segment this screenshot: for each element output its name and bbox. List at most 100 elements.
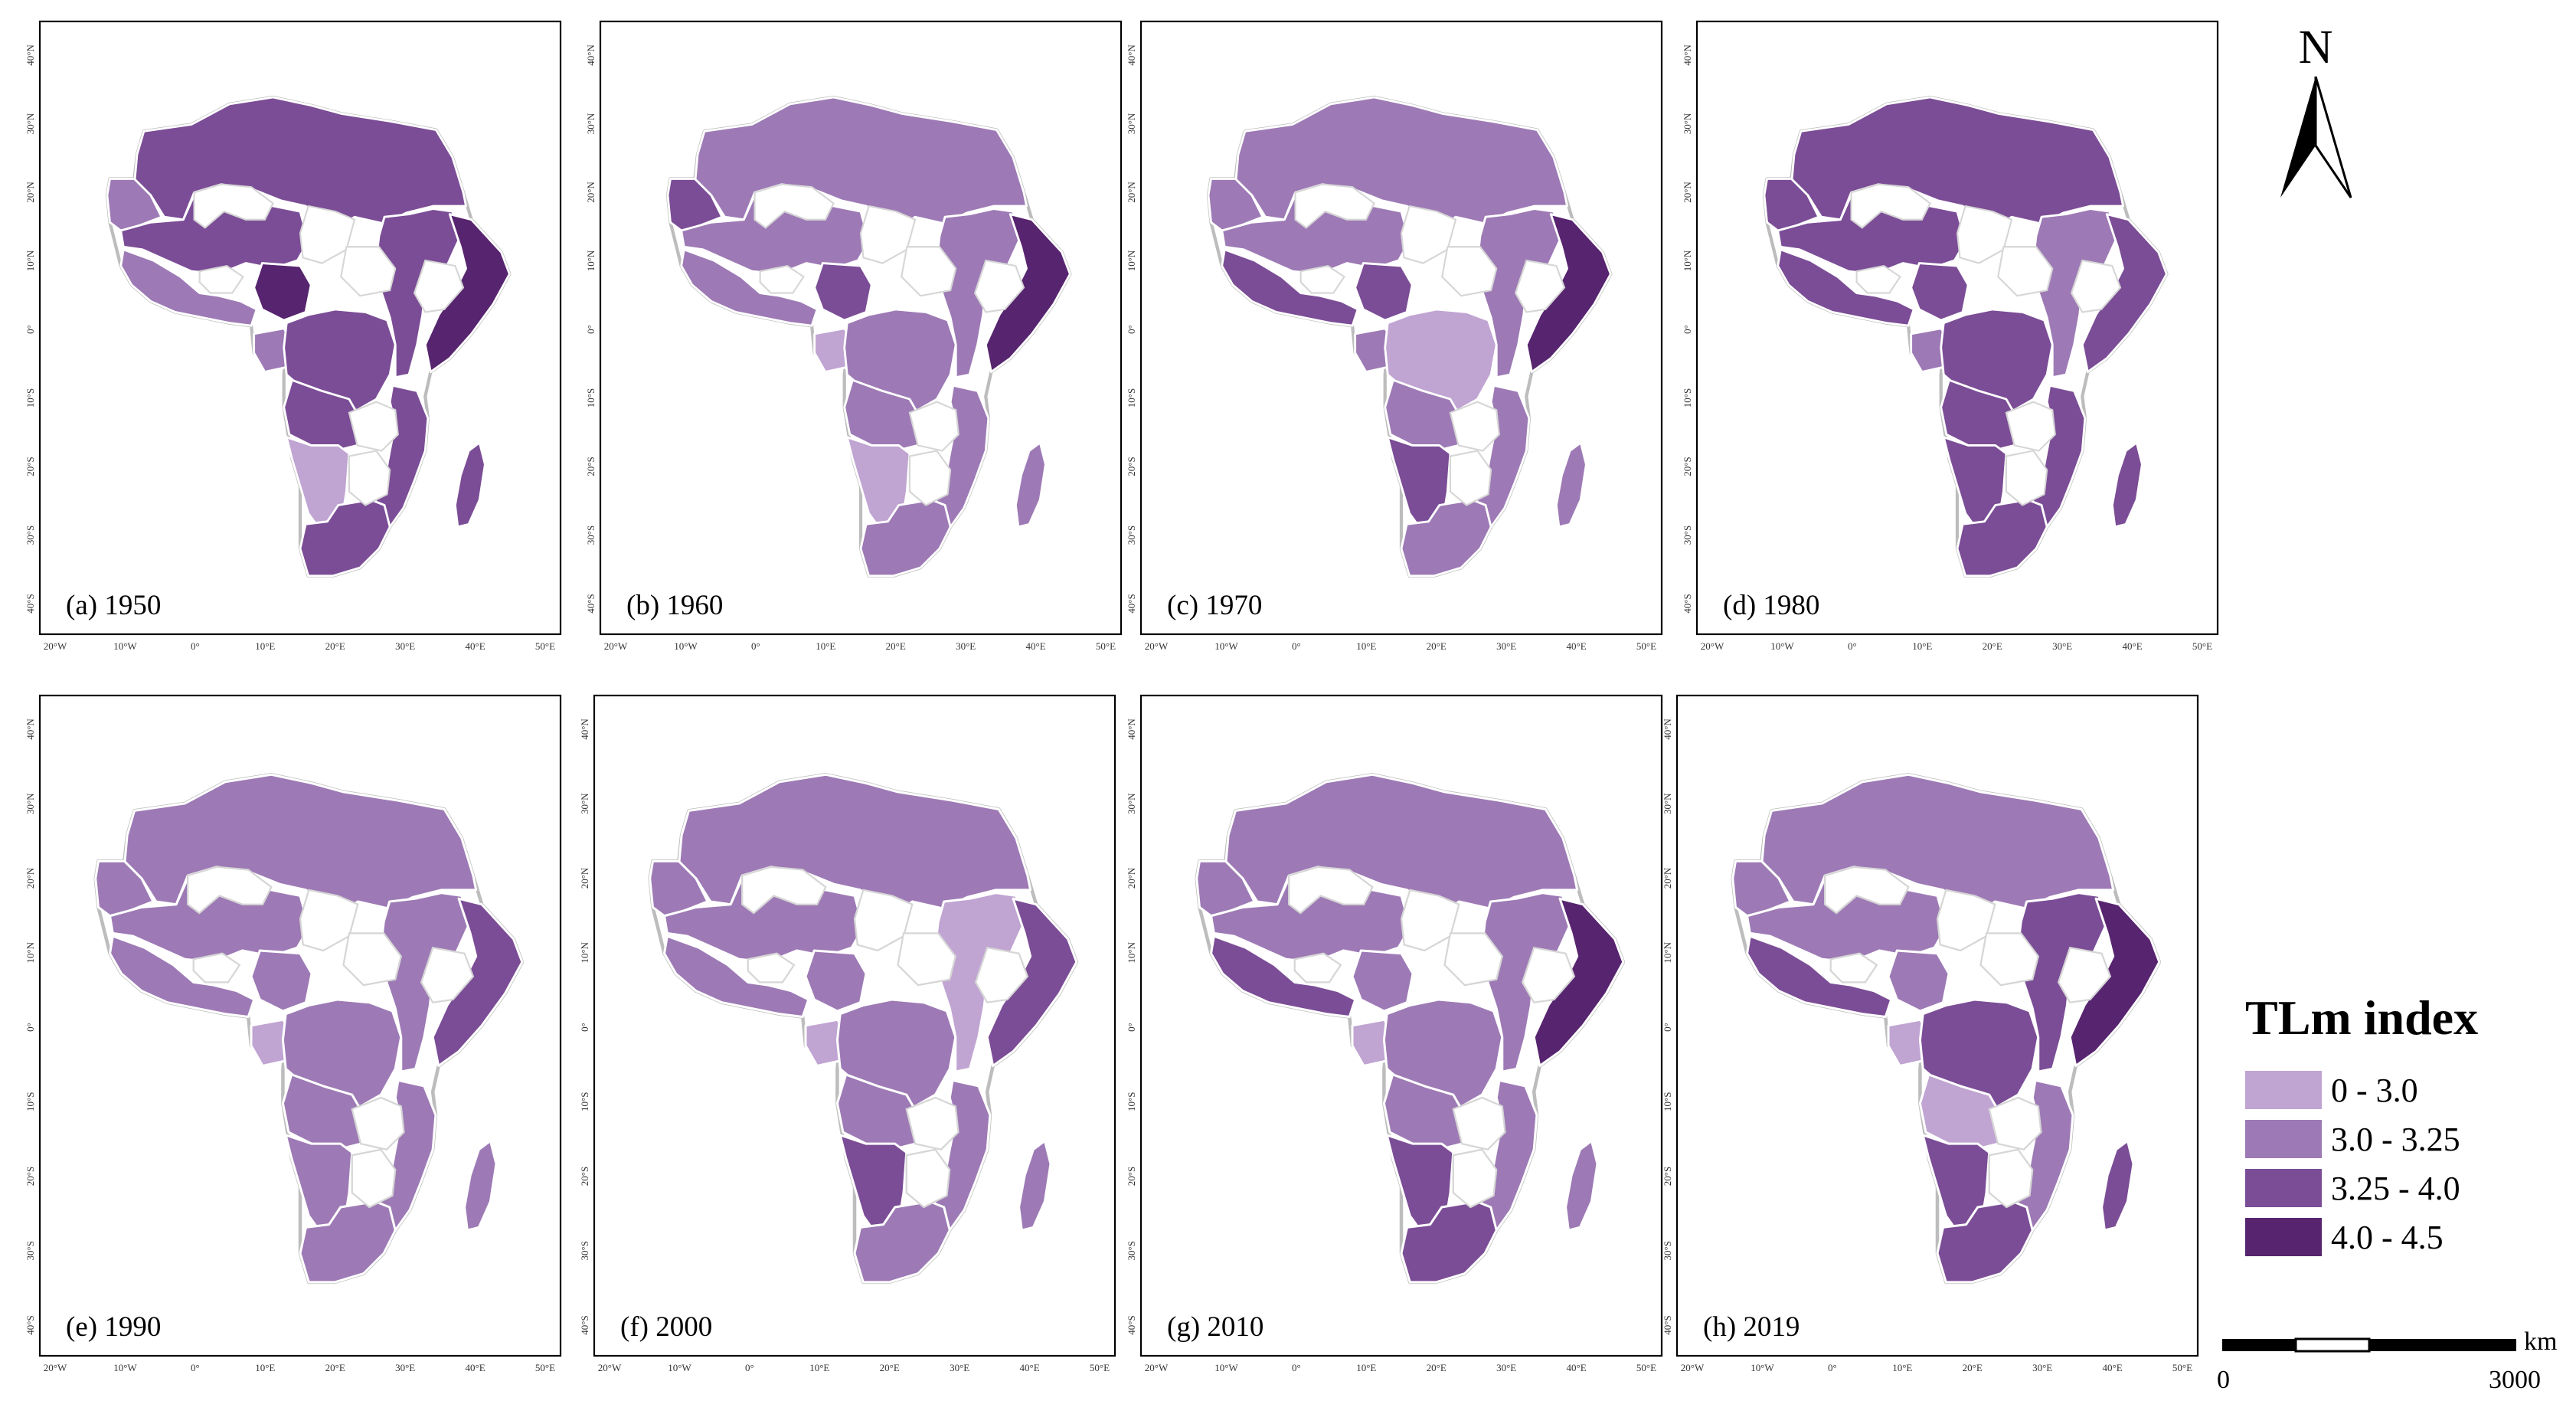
x-tick-label: 20°E: [325, 1362, 345, 1373]
region-nigeria: [253, 262, 312, 322]
x-tick-label: 10°W: [1770, 640, 1794, 652]
legend: TLm index 0 - 3.0 3.0 - 3.25 3.25 - 4.0 4.0…: [2245, 990, 2478, 1256]
panel-label: (g) 2010: [1167, 1311, 1263, 1343]
region-coastal: [109, 934, 256, 1019]
y-tick-label: 0°: [1126, 1023, 1137, 1032]
region-central: [281, 998, 403, 1108]
x-tick-label: 30°E: [950, 1362, 969, 1373]
panel-label: (b) 1960: [626, 590, 723, 621]
x-tick-label: 10°W: [1214, 640, 1238, 652]
x-tick-label: 20°W: [598, 1362, 622, 1373]
no-data-area-5: [1452, 1096, 1506, 1151]
no-data-area-0: [1288, 866, 1374, 915]
no-data-area-1: [859, 205, 917, 264]
x-tick-label: 40°E: [1567, 1362, 1587, 1373]
scale-end-label: 3000: [2489, 1366, 2541, 1394]
region-south: [1936, 1200, 2034, 1284]
x-tick-label: 20°E: [1963, 1362, 1983, 1373]
map-panel-2000: 40°N 30°N 20°N 10°N 0° 10°S 20°S 30°S 40°S 20°W 10…: [579, 694, 1116, 1373]
no-data-area-2: [1299, 264, 1345, 294]
x-tick-label: 20°E: [1427, 640, 1447, 652]
no-data-area-6: [2005, 450, 2048, 506]
legend-label-2: 3.25 - 4.0: [2331, 1170, 2460, 1207]
no-data-area-3: [340, 246, 397, 297]
x-tick-label: 20°E: [880, 1362, 900, 1373]
no-data-area-0: [741, 866, 827, 915]
panel-label: (e) 1990: [66, 1311, 161, 1343]
y-tick-label: 30°N: [1126, 793, 1137, 814]
panel-label: (c) 1970: [1167, 590, 1262, 621]
x-tick-label: 10°E: [255, 640, 275, 652]
x-tick-label: 20°E: [1427, 1362, 1447, 1373]
y-tick-label: 30°S: [25, 1241, 36, 1260]
region-madagascar: [1564, 1139, 1599, 1232]
x-tick-label: 20°W: [44, 640, 67, 652]
no-data-area-1: [299, 889, 359, 952]
panel-label: (f) 2000: [620, 1311, 712, 1343]
no-data-area-2: [1829, 952, 1878, 984]
map-panel-1970: 40°N 30°N 20°N 10°N 0° 10°S 20°S 30°S 40°S 20°W 10…: [1126, 20, 1663, 652]
map-panel-2019: 40°N 30°N 20°N 10°N 0° 10°S 20°S 30°S 40°S 20°W 10…: [1662, 694, 2199, 1373]
region-south: [299, 1200, 397, 1284]
x-tick-label: 30°E: [2032, 1362, 2052, 1373]
region-angola: [843, 378, 922, 452]
y-tick-label: 10°N: [25, 941, 36, 963]
y-tick-label: 20°N: [25, 867, 36, 889]
north-arrow-icon: [2280, 77, 2316, 198]
y-tick-label: 10°N: [585, 250, 597, 271]
panel-label: (h) 2019: [1703, 1311, 1800, 1343]
y-tick-label: 40°N: [1682, 44, 1693, 66]
no-data-area-2: [1293, 952, 1342, 984]
x-tick-label: 50°E: [1090, 1362, 1110, 1373]
region-central: [843, 308, 957, 411]
no-data-area-3: [1441, 246, 1498, 297]
region-angola: [835, 1073, 920, 1151]
no-data-area-4: [413, 259, 465, 313]
y-tick-label: 20°N: [1662, 867, 1673, 889]
no-data-area-4: [1514, 259, 1566, 313]
legend-swatch-2: [2245, 1169, 2322, 1207]
x-tick-label: 10°W: [113, 640, 137, 652]
no-data-area-1: [1956, 205, 2013, 264]
region-central: [1940, 308, 2054, 411]
no-data-area-3: [342, 932, 402, 987]
no-data-area-5: [905, 1096, 959, 1151]
no-data-area-1: [1400, 205, 1457, 264]
x-tick-label: 20°E: [886, 640, 906, 652]
no-data-area-2: [759, 264, 805, 294]
no-data-area-0: [1294, 183, 1375, 229]
y-tick-label: 10°S: [25, 1092, 36, 1111]
map-panel-1950: 40°N 30°N 20°N 10°N 0° 10°S 20°S 30°S 40°S 20°W 10…: [25, 20, 562, 652]
region-coastal: [680, 248, 819, 327]
y-tick-label: 20°N: [1126, 867, 1137, 889]
y-tick-label: 30°S: [1126, 525, 1137, 545]
y-tick-label: 40°S: [1682, 594, 1693, 613]
y-tick-label: 30°N: [25, 793, 36, 814]
no-data-area-2: [192, 952, 241, 984]
legend-label-3: 4.0 - 4.5: [2331, 1219, 2444, 1256]
x-tick-label: 50°E: [535, 640, 555, 652]
x-tick-label: 50°E: [535, 1362, 555, 1373]
x-tick-label: 40°E: [1026, 640, 1046, 652]
no-data-area-1: [1936, 889, 1996, 952]
region-madagascar: [2100, 1139, 2135, 1232]
region-horn: [1525, 213, 1612, 373]
region-central: [1382, 998, 1504, 1108]
no-data-area-1: [299, 205, 356, 264]
x-tick-label: 50°E: [2192, 640, 2212, 652]
y-tick-label: 0°: [1662, 1023, 1673, 1032]
y-tick-label: 10°S: [579, 1092, 590, 1111]
x-tick-label: 50°E: [2172, 1362, 2192, 1373]
region-horn: [2068, 897, 2161, 1068]
region-central: [835, 998, 957, 1108]
no-data-area-6: [1449, 450, 1492, 506]
region-south: [299, 498, 391, 578]
no-data-area-3: [1443, 932, 1503, 987]
y-tick-label: 30°N: [1682, 113, 1693, 134]
no-data-area-1: [853, 889, 914, 952]
africa-map: [648, 773, 1079, 1285]
region-south: [1956, 498, 2048, 578]
x-tick-label: 10°E: [1356, 1362, 1376, 1373]
y-tick-label: 40°S: [1126, 594, 1137, 613]
no-data-area-4: [974, 946, 1029, 1003]
